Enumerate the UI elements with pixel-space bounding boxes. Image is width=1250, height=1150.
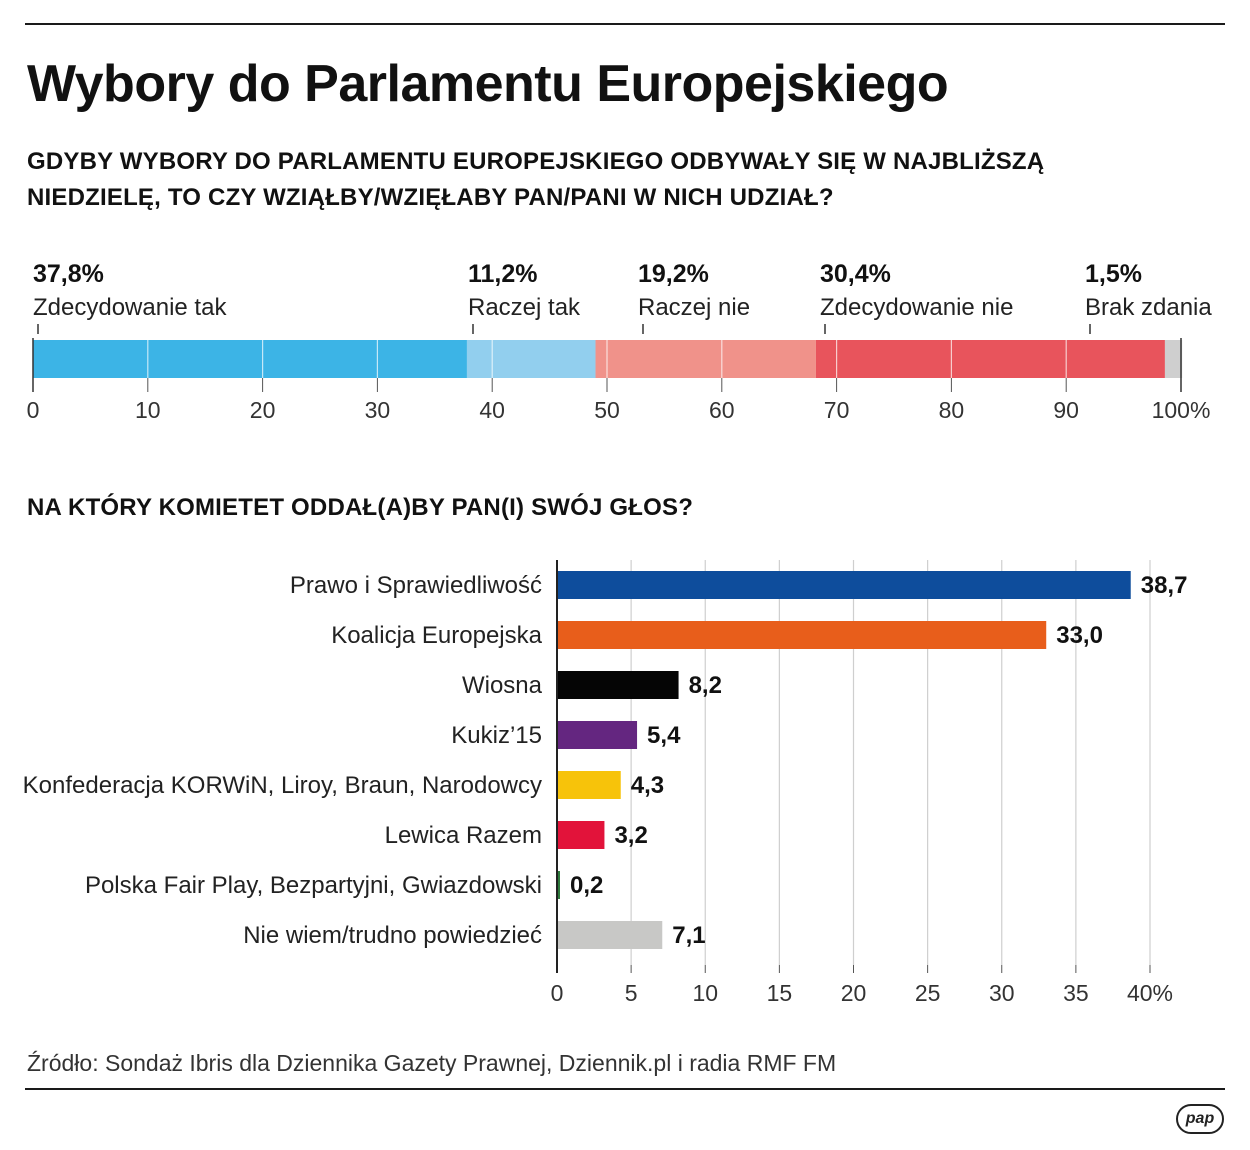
category-label: Wiosna	[462, 672, 543, 699]
x-tick-label: 0	[27, 397, 40, 423]
category-label: Polska Fair Play, Bezpartyjni, Gwiazdows…	[85, 872, 542, 899]
bar-value-label: 38,7	[1141, 572, 1188, 599]
x-tick-label: 60	[709, 397, 735, 423]
segment-value-label: 19,2%	[638, 260, 709, 288]
x-tick-label: 20	[841, 980, 867, 1006]
x-tick-label: 0	[551, 980, 564, 1006]
segment-value-label: 30,4%	[820, 260, 891, 288]
x-tick-label: 5	[625, 980, 638, 1006]
x-tick-label: 25	[915, 980, 941, 1006]
stacked-segment-4	[815, 340, 1165, 378]
x-tick-label: 35	[1063, 980, 1089, 1006]
category-label: Kukiz’15	[451, 722, 542, 749]
bottom-rule	[25, 1088, 1225, 1090]
segment-value-label: 37,8%	[33, 260, 104, 288]
segment-category-label: Zdecydowanie nie	[820, 294, 1013, 321]
source-note: Źródło: Sondaż Ibris dla Dziennika Gazet…	[27, 1050, 837, 1076]
x-tick-label: 50	[594, 397, 620, 423]
pap-logo: pap	[1176, 1104, 1224, 1134]
bar-value-label: 8,2	[689, 672, 722, 699]
segment-value-label: 11,2%	[468, 260, 538, 288]
bar-value-label: 3,2	[614, 822, 647, 849]
stacked-segment-1	[33, 340, 467, 378]
category-label: Koalicja Europejska	[331, 622, 542, 649]
bar-5	[557, 771, 621, 799]
bar-value-label: 7,1	[672, 922, 705, 949]
question-2: NA KTÓRY KOMIETET ODDAŁ(A)BY PAN(I) SWÓJ…	[27, 494, 694, 521]
bar-4	[557, 721, 638, 749]
stacked-segment-2	[466, 340, 596, 378]
bar-8	[557, 921, 663, 949]
x-tick-label: 80	[939, 397, 965, 423]
bar-3	[557, 671, 679, 699]
party-support-bar-chart: 0 5 10 15 20 25 30 35 40% Prawo i Sprawiedliwość 3…	[23, 560, 1188, 1006]
bar-6	[557, 821, 605, 849]
x-tick-label: 20	[250, 397, 276, 423]
segment-category-label: Brak zdania	[1085, 294, 1212, 321]
bar-7	[557, 871, 560, 899]
category-label: Konfederacja KORWiN, Liroy, Braun, Narod…	[23, 772, 542, 799]
segment-category-label: Raczej tak	[468, 294, 581, 321]
x-tick-label: 10	[135, 397, 161, 423]
x-tick-label: 100%	[1152, 397, 1211, 423]
stacked-segment-5	[1164, 340, 1183, 378]
category-label: Nie wiem/trudno powiedzieć	[243, 922, 542, 949]
stacked-segment-3	[595, 340, 816, 378]
bar-value-label: 5,4	[647, 722, 681, 749]
segment-category-label: Zdecydowanie tak	[33, 294, 227, 321]
category-label: Lewica Razem	[385, 822, 542, 849]
segment-value-label: 1,5%	[1085, 260, 1142, 288]
category-label: Prawo i Sprawiedliwość	[290, 572, 542, 599]
x-tick-label: 40%	[1127, 980, 1173, 1006]
question-1-line-2: NIEDZIELĘ, TO CZY WZIĄŁBY/WZIĘŁABY PAN/P…	[27, 184, 834, 211]
x-tick-label: 70	[824, 397, 850, 423]
bar-1	[557, 571, 1131, 599]
x-tick-label: 30	[365, 397, 391, 423]
x-tick-label: 30	[989, 980, 1015, 1006]
bar-value-label: 0,2	[570, 872, 603, 899]
x-tick-label: 40	[479, 397, 505, 423]
x-tick-label: 90	[1053, 397, 1079, 423]
turnout-stacked-bar-chart: 37,8% Zdecydowanie tak 11,2% Raczej tak 19,2…	[27, 260, 1213, 423]
segment-category-label: Raczej nie	[638, 294, 750, 321]
bar-value-label: 33,0	[1056, 622, 1103, 649]
question-1-line-1: GDYBY WYBORY DO PARLAMENTU EUROPEJSKIEGO…	[27, 148, 1045, 175]
page-title: Wybory do Parlamentu Europejskiego	[27, 55, 949, 113]
top-rule	[25, 23, 1225, 25]
x-tick-label: 15	[767, 980, 793, 1006]
bar-2	[557, 621, 1047, 649]
bar-value-label: 4,3	[631, 772, 664, 799]
x-tick-label: 10	[692, 980, 718, 1006]
